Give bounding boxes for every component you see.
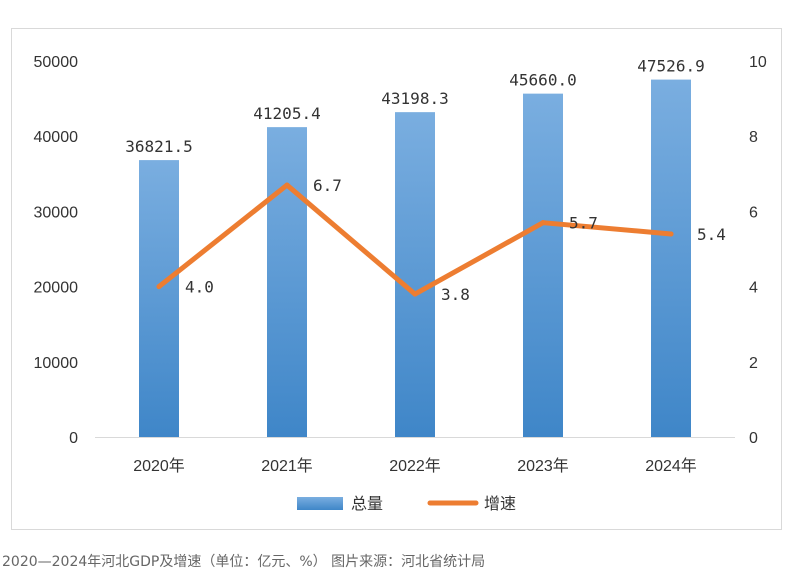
x-tick-label: 2024年 [645, 457, 697, 475]
y-right-tick-label: 6 [749, 204, 758, 221]
growth-point [668, 231, 674, 237]
growth-point [284, 182, 290, 188]
y-left-tick-label: 40000 [34, 129, 79, 146]
y-right-tick-label: 0 [749, 430, 758, 447]
y-left-tick-label: 20000 [34, 280, 79, 297]
bar-total [267, 127, 307, 438]
y-axis-left: 0 10000 20000 30000 40000 50000 [34, 54, 79, 447]
bar-value-label: 36821.5 [125, 137, 192, 156]
x-tick-label: 2021年 [261, 457, 313, 475]
legend: 总量 增速 [297, 494, 516, 513]
y-left-tick-label: 50000 [34, 54, 79, 71]
growth-point [540, 220, 546, 226]
bar-total [395, 112, 435, 438]
bar-series-total [139, 79, 691, 438]
growth-value-label: 5.7 [569, 214, 598, 233]
y-left-tick-label: 30000 [34, 204, 79, 221]
y-right-tick-label: 4 [749, 280, 758, 297]
line-data-labels: 4.0 6.7 3.8 5.7 5.4 [185, 176, 726, 304]
x-tick-label: 2022年 [389, 457, 441, 475]
growth-value-label: 6.7 [313, 176, 342, 195]
bar-total [139, 160, 179, 437]
growth-point [156, 284, 162, 290]
y-left-tick-label: 0 [69, 430, 78, 447]
y-right-tick-label: 8 [749, 129, 758, 146]
gdp-chart: 0 10000 20000 30000 40000 50000 0 2 4 6 8 10 36821… [34, 54, 767, 513]
y-axis-right: 0 2 4 6 8 10 [749, 54, 767, 447]
y-left-tick-label: 10000 [34, 355, 79, 372]
legend-label-total: 总量 [351, 494, 383, 513]
bar-value-label: 41205.4 [253, 104, 320, 123]
line-series-growth [156, 182, 674, 297]
bar-total [651, 79, 691, 437]
figure-caption: 2020—2024年河北GDP及增速（单位：亿元、%） 图片来源：河北省统计局 [2, 554, 486, 570]
bar-value-label: 45660.0 [509, 71, 576, 90]
growth-value-label: 3.8 [441, 285, 470, 304]
bar-value-label: 47526.9 [637, 57, 704, 76]
growth-value-label: 4.0 [185, 278, 214, 297]
y-right-tick-label: 2 [749, 355, 758, 372]
bar-value-label: 43198.3 [381, 89, 448, 108]
bar-data-labels: 36821.5 41205.4 43198.3 45660.0 47526.9 [125, 57, 704, 157]
bar-total [523, 93, 563, 437]
y-right-tick-label: 10 [749, 54, 767, 71]
legend-label-growth: 增速 [484, 494, 516, 513]
x-axis-labels: 2020年 2021年 2022年 2023年 2024年 [133, 457, 697, 475]
x-tick-label: 2023年 [517, 457, 569, 475]
legend-swatch-total [297, 497, 343, 510]
growth-value-label: 5.4 [697, 225, 726, 244]
x-tick-label: 2020年 [133, 457, 185, 475]
growth-point [412, 291, 418, 297]
